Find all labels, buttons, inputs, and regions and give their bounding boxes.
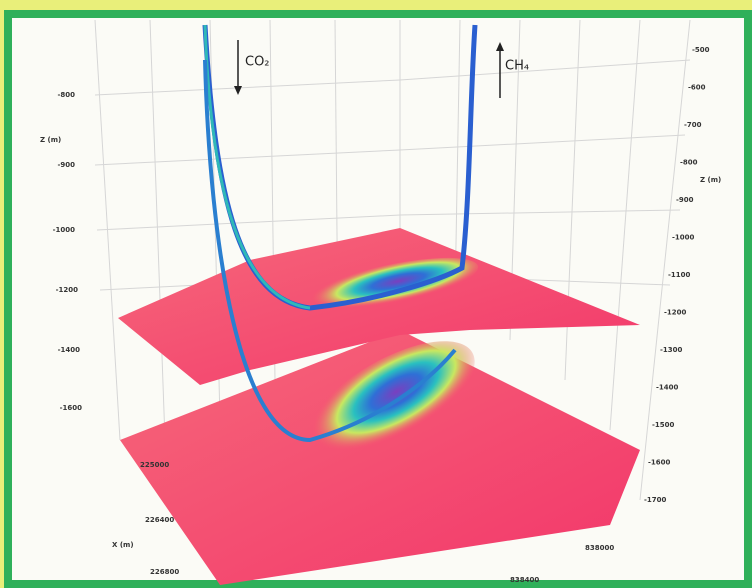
- right-tick-label: -1300: [660, 346, 683, 354]
- right-tick-label: -1100: [668, 271, 691, 279]
- right-tick-label: -1000: [672, 234, 695, 242]
- lower-surface: [120, 330, 640, 585]
- co2-path-upper: [203, 24, 311, 310]
- right-tick-label: -1200: [664, 309, 687, 317]
- co2-label: CO₂: [245, 55, 270, 70]
- ch4-label: CH₄: [505, 59, 529, 74]
- right-tick-label: -1700: [644, 496, 667, 504]
- x-tick-label: 226800: [150, 568, 179, 576]
- left-tick-label: -1200: [56, 286, 79, 294]
- right-tick-label: -800: [680, 159, 698, 167]
- left-axis-label: Z (m): [40, 136, 61, 144]
- left-tick-label: -800: [57, 91, 75, 99]
- x-tick-label: 225000: [140, 461, 169, 469]
- right-tick-label: -1400: [656, 384, 679, 392]
- co2-well: [203, 59, 457, 443]
- right-tick-label: -600: [688, 84, 706, 92]
- y-tick-label: 838000: [585, 544, 614, 552]
- right-tick-label: -500: [692, 46, 710, 54]
- co2-arrowhead: [234, 86, 242, 95]
- ch4-arrowhead: [496, 42, 504, 51]
- left-tick-label: -1000: [53, 226, 76, 234]
- left-tick-label: -900: [57, 161, 75, 169]
- left-tick-label: -1400: [58, 346, 81, 354]
- lower-plume: [305, 341, 475, 459]
- x-tick-label: 226400: [145, 516, 174, 524]
- right-tick-label: -700: [684, 121, 702, 129]
- y-tick-label: 838400: [510, 576, 539, 584]
- x-axis-label: X (m): [112, 541, 134, 549]
- left-tick-label: -1600: [60, 404, 83, 412]
- right-axis-label: Z (m): [700, 176, 721, 184]
- right-tick-label: -1600: [648, 459, 671, 467]
- right-tick-label: -900: [676, 196, 694, 204]
- right-tick-label: -1500: [652, 421, 675, 429]
- upper-plume: [301, 257, 479, 313]
